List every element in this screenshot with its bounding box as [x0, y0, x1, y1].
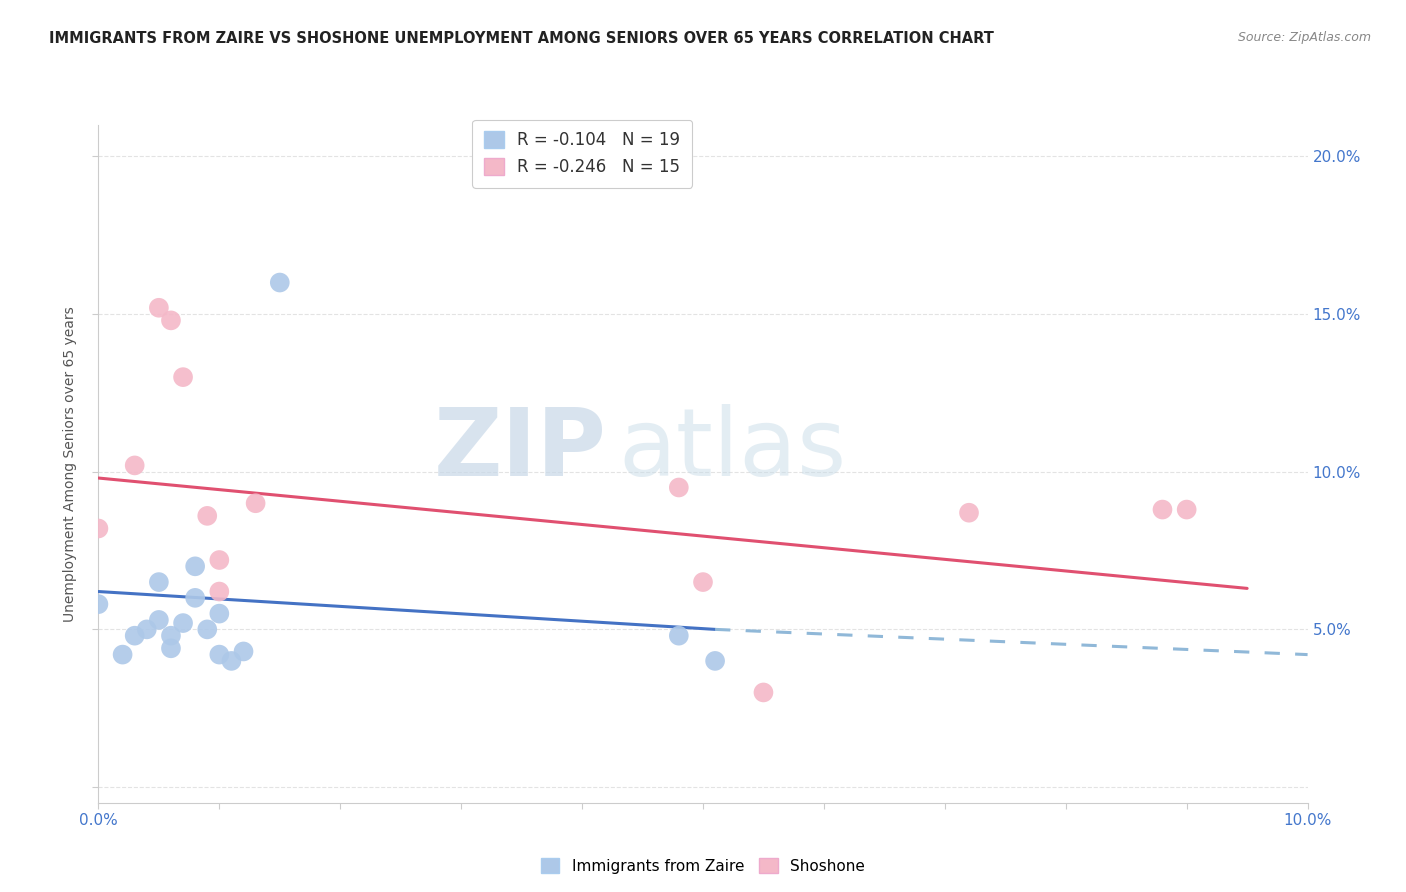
Point: [704, 654, 727, 668]
Point: [124, 629, 146, 643]
Point: [148, 575, 170, 590]
Text: IMMIGRANTS FROM ZAIRE VS SHOSHONE UNEMPLOYMENT AMONG SENIORS OVER 65 YEARS CORRE: IMMIGRANTS FROM ZAIRE VS SHOSHONE UNEMPL…: [49, 31, 994, 46]
Point: [208, 648, 231, 662]
Point: [232, 644, 254, 658]
Point: [172, 616, 194, 631]
Point: [208, 607, 231, 621]
Point: [184, 559, 207, 574]
Point: [195, 508, 218, 523]
Point: [221, 654, 243, 668]
Point: [269, 276, 291, 290]
Point: [184, 591, 207, 605]
Legend: Immigrants from Zaire, Shoshone: Immigrants from Zaire, Shoshone: [536, 852, 870, 880]
Point: [87, 521, 110, 535]
Point: [752, 685, 775, 699]
Point: [160, 629, 183, 643]
Point: [208, 553, 231, 567]
Point: [1152, 502, 1174, 516]
Point: [111, 648, 134, 662]
Point: [124, 458, 146, 473]
Point: [160, 641, 183, 656]
Legend: R = -0.104   N = 19, R = -0.246   N = 15: R = -0.104 N = 19, R = -0.246 N = 15: [472, 120, 692, 187]
Y-axis label: Unemployment Among Seniors over 65 years: Unemployment Among Seniors over 65 years: [63, 306, 77, 622]
Point: [195, 623, 218, 637]
Point: [148, 301, 170, 315]
Text: Source: ZipAtlas.com: Source: ZipAtlas.com: [1237, 31, 1371, 45]
Point: [692, 575, 714, 590]
Text: ZIP: ZIP: [433, 404, 606, 496]
Point: [135, 623, 157, 637]
Point: [160, 313, 183, 327]
Point: [245, 496, 267, 510]
Point: [87, 597, 110, 611]
Text: atlas: atlas: [619, 404, 846, 496]
Point: [172, 370, 194, 384]
Point: [1175, 502, 1198, 516]
Point: [668, 629, 690, 643]
Point: [957, 506, 980, 520]
Point: [208, 584, 231, 599]
Point: [668, 481, 690, 495]
Point: [148, 613, 170, 627]
